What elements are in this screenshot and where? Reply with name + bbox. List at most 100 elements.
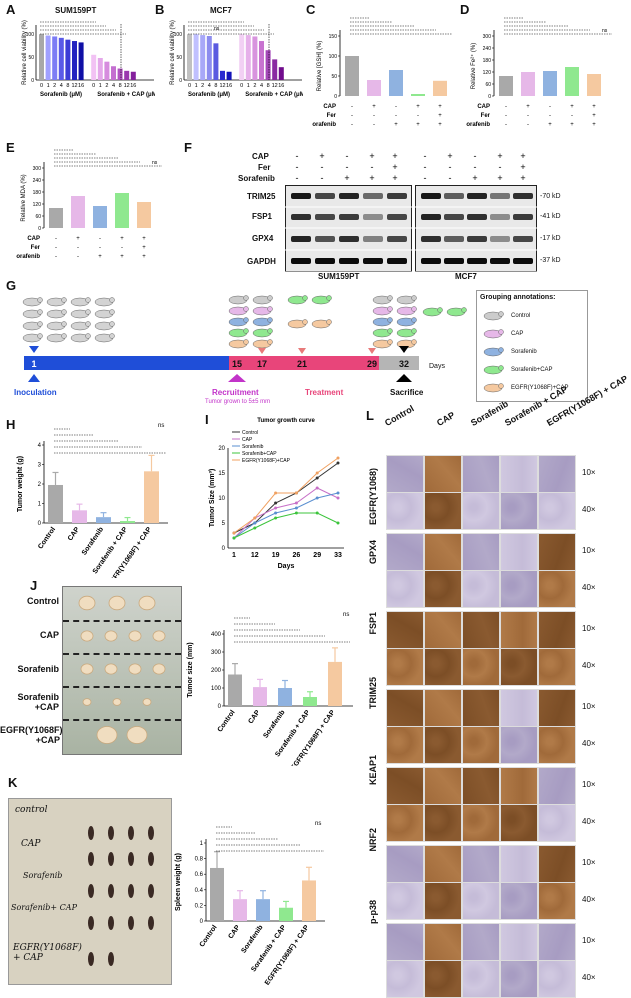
blot-band [467, 193, 487, 199]
sign: + [369, 151, 374, 161]
row-label: Sorafenib [466, 122, 490, 128]
bar [587, 74, 601, 96]
g-inoculation: Inoculation [14, 388, 57, 397]
x-tick: 12 [272, 83, 278, 89]
tumor [152, 630, 166, 642]
x-tick: 16 [226, 83, 232, 89]
y-tick: 100 [211, 686, 222, 692]
ihc-magnification: 10× [582, 857, 596, 867]
blot-band [339, 236, 359, 242]
y-tick: 5 [222, 521, 226, 527]
ihc-image [424, 845, 462, 883]
bar [71, 196, 85, 228]
sign: + [438, 122, 442, 128]
kd-41: -41 kD [540, 213, 561, 220]
bar [206, 36, 212, 80]
legend-mouse-head [498, 365, 504, 371]
panel-j-chart: 0 100 200 300 400 Tumor size (mm) Control CAP So… [187, 612, 353, 766]
y-axis-label: Tumor size (mm) [187, 642, 194, 698]
ihc-image [500, 533, 538, 571]
sign: - [571, 113, 573, 119]
panel-label-l: L [366, 408, 374, 423]
x-tick: 1 [99, 83, 102, 89]
bar [279, 907, 293, 921]
sign: - [351, 122, 353, 128]
bar [130, 71, 136, 80]
x-tick: CAP [67, 526, 81, 542]
blot-band [387, 193, 407, 199]
spleen [88, 852, 94, 866]
spleen [128, 916, 134, 930]
bar [259, 41, 264, 80]
sign: - [77, 254, 79, 260]
mouse-head [85, 297, 91, 303]
row-label: Fer [481, 113, 491, 119]
y-tick: 180 [33, 190, 42, 196]
ihc-image [538, 767, 576, 805]
mouse-head [267, 339, 273, 345]
ihc-image [386, 492, 424, 530]
x-tick: Control [217, 709, 237, 733]
series-line [233, 512, 339, 539]
blot-band [339, 214, 359, 220]
sign: + [526, 104, 530, 110]
ihc-image [462, 726, 500, 764]
mouse-head [243, 328, 249, 334]
ihc-image [538, 611, 576, 649]
ihc-image [462, 492, 500, 530]
mouse-head [387, 317, 393, 323]
f-cell-mcf7: MCF7 [455, 272, 477, 281]
spleen [148, 884, 154, 898]
tumor [152, 663, 166, 675]
sign: - [527, 113, 529, 119]
panel-e-chart: 0 60 120 180 240 300 Relative MDA (%) - - - + - - - - +… [16, 149, 162, 260]
timeline-phase-2 [229, 356, 379, 370]
kd-70: -70 kD [540, 193, 561, 200]
group-label-1: Sorafenib (μM) [40, 92, 82, 98]
sign: - [55, 245, 57, 251]
mouse-head [85, 333, 91, 339]
spleen [108, 826, 114, 840]
bar [543, 71, 557, 96]
ihc-image [386, 960, 424, 998]
panel-label-i: I [205, 412, 209, 427]
y-tick: 50 [28, 55, 34, 61]
panel-label-d: D [460, 2, 470, 17]
y-tick: 0 [488, 94, 491, 100]
y-tick: 0 [218, 704, 222, 710]
bar [96, 517, 111, 523]
blot-bands [285, 193, 537, 272]
mouse-head [267, 328, 273, 334]
series-point [315, 476, 319, 480]
bar [233, 899, 247, 921]
spleen [88, 884, 94, 898]
bar [187, 34, 192, 80]
ihc-image [500, 845, 538, 883]
series-point [253, 526, 257, 530]
l-mag-labels: 10× 40× 10× 40× 10× 40× 10× 40× 10× 40× 10× 40× 10× 4… [578, 455, 618, 983]
sign: - [296, 151, 299, 161]
ihc-magnification: 40× [582, 738, 596, 748]
x-tick: 12 [219, 83, 225, 89]
blot-band [339, 193, 359, 199]
mouse-head [109, 297, 115, 303]
x-tick: 2 [201, 83, 204, 89]
y-tick: 60 [485, 82, 491, 88]
sign: - [505, 104, 507, 110]
ihc-image [500, 882, 538, 920]
x-tick: 4 [208, 83, 211, 89]
ihc-image [386, 845, 424, 883]
bar [120, 521, 135, 523]
blot-band [315, 214, 335, 220]
mouse-head [387, 339, 393, 345]
treatment-arrow [368, 348, 376, 354]
panel-label-k: K [8, 775, 18, 790]
tumor [108, 595, 126, 611]
y-tick: 0 [179, 78, 182, 84]
ihc-image [538, 689, 576, 727]
sign: + [142, 236, 146, 242]
row-label: CAP [323, 104, 336, 110]
panel-label-b: B [155, 2, 165, 17]
sign: - [499, 162, 502, 172]
